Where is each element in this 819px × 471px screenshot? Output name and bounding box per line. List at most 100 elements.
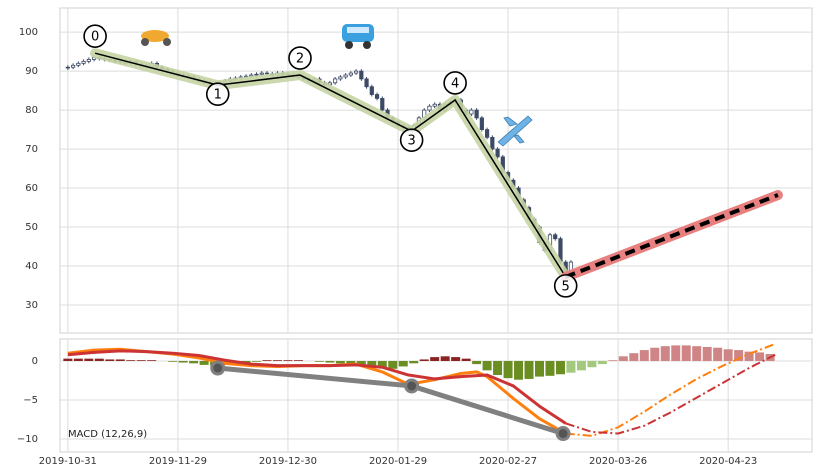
- candle-body: [369, 86, 374, 95]
- pivot-marker: [404, 378, 420, 394]
- candle-body: [81, 60, 86, 64]
- histogram-bar: [283, 360, 293, 361]
- candle-body: [484, 129, 490, 138]
- histogram-bar: [555, 360, 565, 375]
- candle-body: [380, 98, 385, 111]
- histogram-bar: [409, 360, 419, 364]
- wave-marker: [443, 71, 467, 95]
- histogram-bar: [168, 360, 178, 362]
- y-tick-label: 100: [19, 27, 38, 38]
- wave-marker: [288, 46, 312, 70]
- histogram-bar: [629, 353, 639, 361]
- x-tick-label: 2020-01-29: [369, 456, 427, 467]
- histogram-bar: [136, 360, 146, 361]
- histogram-bar: [147, 360, 157, 361]
- histogram-bar: [587, 360, 597, 368]
- candle-body: [348, 72, 353, 76]
- candle-body: [76, 62, 81, 66]
- x-tick-label: 2020-02-27: [479, 456, 537, 467]
- wave-label: 4: [451, 76, 459, 91]
- y-tick-label: 80: [25, 105, 38, 116]
- wave-label: 0: [91, 30, 99, 45]
- candle-body: [374, 94, 380, 99]
- x-tick-label: 2019-10-31: [39, 456, 97, 467]
- histogram-bar: [650, 347, 660, 361]
- candle-body: [254, 73, 259, 76]
- macd-line: [565, 353, 776, 435]
- candle-body: [86, 59, 91, 62]
- candle-body: [364, 78, 369, 88]
- histogram-bar: [356, 360, 366, 366]
- y-tick-label: 60: [25, 183, 38, 194]
- scooter-icon: [163, 38, 171, 46]
- histogram-bar: [734, 350, 744, 361]
- wave-label: 1: [214, 88, 222, 103]
- candle-body: [474, 109, 479, 119]
- histogram-bar: [545, 360, 555, 376]
- histogram-bar: [377, 360, 387, 369]
- x-tick-label: 2019-12-30: [259, 456, 317, 467]
- car-icon: [345, 41, 353, 49]
- histogram-bar: [755, 352, 765, 361]
- icons: [141, 24, 533, 147]
- wave-label: 2: [296, 52, 304, 67]
- scooter-icon: [141, 38, 149, 46]
- histogram-bar: [451, 357, 461, 361]
- y-tick-label: 40: [25, 261, 38, 272]
- pivot-marker: [555, 426, 571, 442]
- wave-label: 5: [562, 279, 570, 294]
- panel-label: MACD (12,26,9): [68, 429, 147, 440]
- histogram-bar: [272, 360, 282, 361]
- histogram-bar: [314, 360, 324, 362]
- wave-marker: [553, 274, 578, 298]
- histogram-bar: [514, 360, 524, 380]
- histogram-bar: [388, 360, 398, 369]
- candle-body: [343, 74, 348, 78]
- histogram-bar: [472, 360, 482, 365]
- histogram-bar: [94, 358, 104, 361]
- histogram-bar: [639, 350, 649, 361]
- histogram-bar: [493, 360, 503, 376]
- histogram-bar: [440, 356, 450, 361]
- histogram-bar: [534, 360, 544, 377]
- candle-body: [359, 70, 364, 80]
- histogram-bar: [419, 359, 429, 361]
- histogram-bar: [367, 360, 377, 368]
- pivot-marker: [210, 360, 226, 376]
- macd-line: [67, 349, 567, 425]
- x-tick-label: 2019-11-29: [149, 456, 207, 467]
- histogram-bar: [73, 358, 83, 361]
- plane-icon: [497, 115, 533, 147]
- histogram-bar: [681, 345, 691, 361]
- histogram-bar: [482, 360, 492, 371]
- histogram-bar: [576, 360, 586, 371]
- histogram-bar: [105, 359, 115, 361]
- wave-label: 3: [407, 134, 415, 149]
- candle-body: [427, 105, 432, 111]
- y-tick-label: 0: [32, 356, 38, 367]
- histogram-bar: [199, 360, 209, 365]
- y-tick-label: 30: [25, 300, 38, 311]
- histogram-bar: [335, 360, 345, 364]
- projection-line: [564, 193, 779, 279]
- histogram-bar: [293, 360, 303, 361]
- histogram-bar: [346, 360, 356, 365]
- histogram-bar: [692, 346, 702, 361]
- wave-marker: [205, 82, 230, 106]
- histogram-bar: [702, 346, 712, 361]
- histogram-bar: [241, 360, 251, 363]
- histogram-bar: [671, 345, 681, 361]
- histogram-bar: [252, 360, 262, 362]
- histogram-bar: [503, 360, 513, 379]
- candle-body: [490, 136, 495, 150]
- y-tick-label: 90: [25, 66, 38, 77]
- histogram-bar: [325, 360, 335, 363]
- histogram-bar: [713, 347, 723, 361]
- candle-body: [469, 109, 474, 115]
- candle-body: [432, 103, 437, 107]
- histogram-bar: [84, 358, 94, 361]
- histogram-bar: [115, 359, 125, 361]
- y-tick-label: −5: [23, 395, 38, 406]
- histogram-bar: [744, 351, 754, 361]
- histogram-bar: [660, 346, 670, 361]
